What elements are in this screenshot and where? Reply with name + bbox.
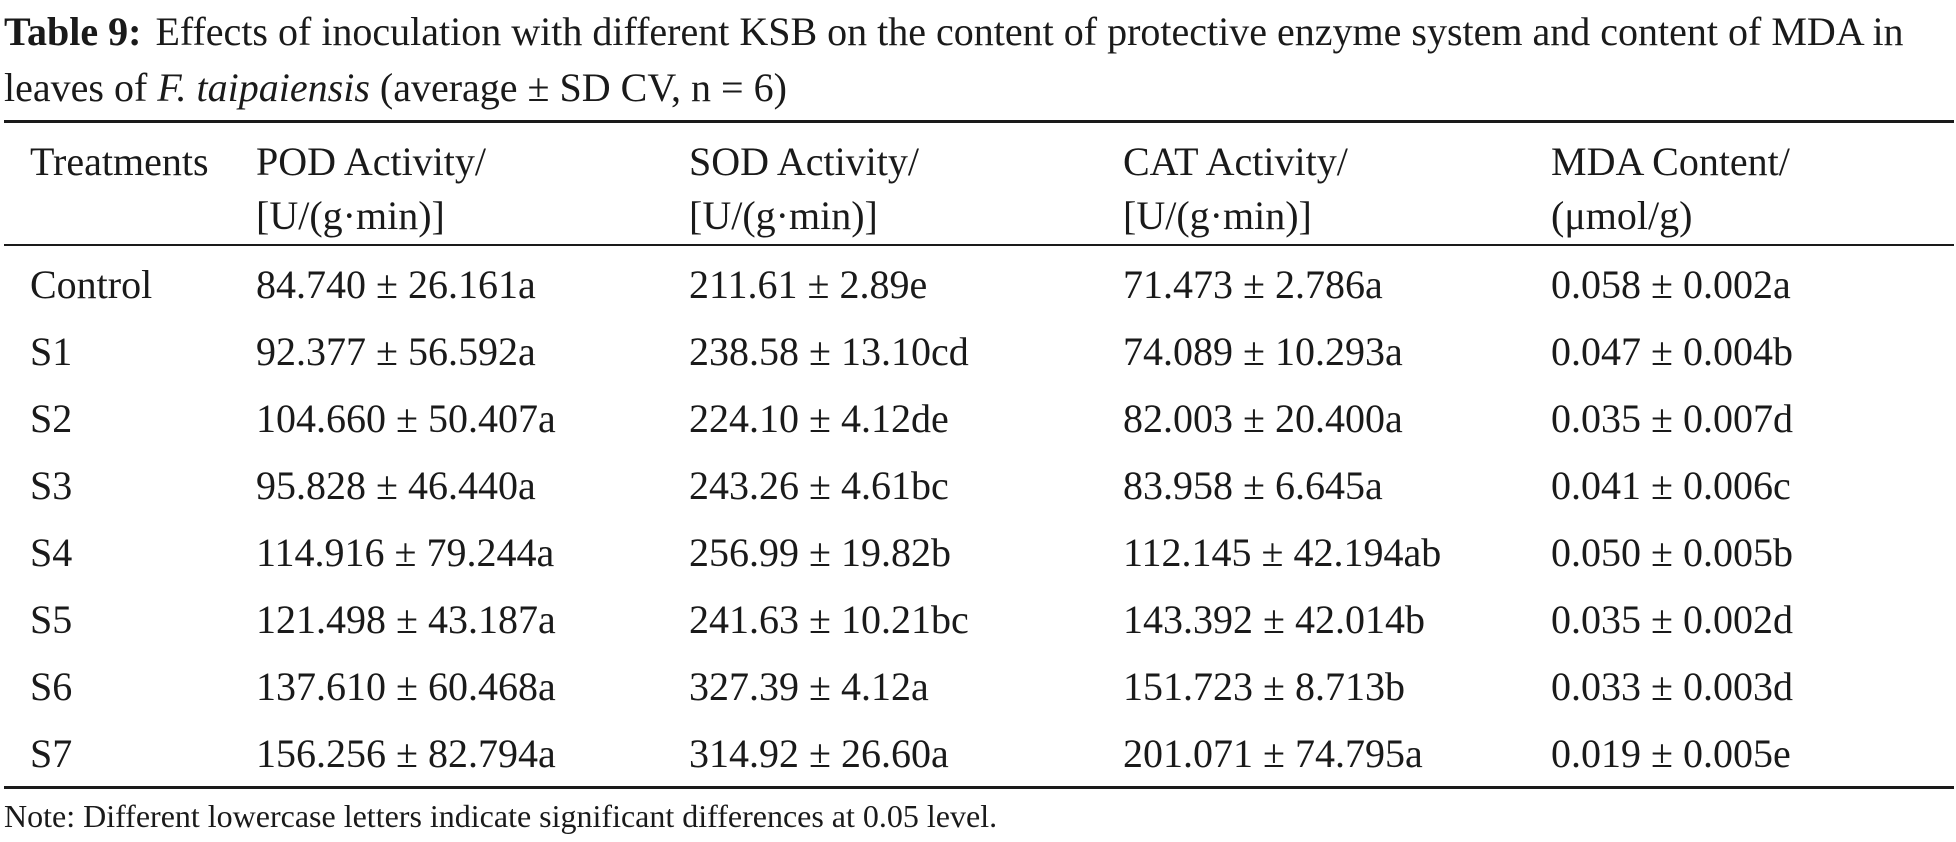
cell-sod: 211.61 ± 2.89e (689, 262, 928, 307)
cell-cat: 201.071 ± 74.795a (1123, 731, 1423, 776)
table-note: Note: Different lowercase letters indica… (4, 798, 998, 834)
cell-cat: 74.089 ± 10.293a (1123, 329, 1403, 374)
cell-treatment: S5 (30, 597, 73, 642)
cell-treatment: S2 (30, 396, 73, 441)
cell-treatment: S4 (30, 530, 73, 575)
cell-pod: 121.498 ± 43.187a (256, 597, 556, 642)
cell-cat: 83.958 ± 6.645a (1123, 463, 1383, 508)
cell-mda: 0.050 ± 0.005b (1551, 530, 1793, 575)
cell-sod: 314.92 ± 26.60a (689, 731, 949, 776)
cell-mda: 0.035 ± 0.007d (1551, 396, 1793, 441)
cell-pod: 137.610 ± 60.468a (256, 664, 556, 709)
cell-treatment: S1 (30, 329, 73, 374)
cell-pod: 95.828 ± 46.440a (256, 463, 536, 508)
table-caption: Table 9: Effects of inoculation with diff… (4, 4, 1952, 116)
cell-cat: 151.723 ± 8.713b (1123, 664, 1405, 709)
cell-cat: 112.145 ± 42.194ab (1123, 530, 1442, 575)
caption-text: Effects of inoculation with different KS… (4, 9, 1904, 110)
cell-cat: 71.473 ± 2.786a (1123, 262, 1383, 307)
cell-pod: 84.740 ± 26.161a (256, 262, 536, 307)
cell-sod: 327.39 ± 4.12a (689, 664, 929, 709)
cell-sod: 238.58 ± 13.10cd (689, 329, 969, 374)
cell-pod: 104.660 ± 50.407a (256, 396, 556, 441)
table-header-rule (4, 244, 1954, 246)
cell-cat: 143.392 ± 42.014b (1123, 597, 1425, 642)
cell-pod: 114.916 ± 79.244a (256, 530, 555, 575)
cell-pod: 156.256 ± 82.794a (256, 731, 556, 776)
cell-treatment: Control (30, 262, 153, 307)
cell-sod: 256.99 ± 19.82b (689, 530, 951, 575)
cell-mda: 0.033 ± 0.003d (1551, 664, 1793, 709)
header-cat: CAT Activity/[U/(g·min)] (1123, 139, 1348, 238)
table-top-rule (4, 120, 1954, 123)
cell-pod: 92.377 ± 56.592a (256, 329, 536, 374)
cell-treatment: S6 (30, 664, 73, 709)
cell-mda: 0.058 ± 0.002a (1551, 262, 1791, 307)
header-mda: MDA Content/(μmol/g) (1551, 139, 1790, 238)
cell-mda: 0.041 ± 0.006c (1551, 463, 1791, 508)
header-treatments: Treatments (30, 139, 209, 184)
table-label: Table 9: (4, 9, 142, 54)
header-pod: POD Activity/[U/(g·min)] (256, 139, 487, 238)
cell-mda: 0.019 ± 0.005e (1551, 731, 1791, 776)
cell-cat: 82.003 ± 20.400a (1123, 396, 1403, 441)
cell-treatment: S3 (30, 463, 73, 508)
header-sod: SOD Activity/[U/(g·min)] (689, 139, 920, 238)
cell-mda: 0.035 ± 0.002d (1551, 597, 1793, 642)
cell-treatment: S7 (30, 731, 73, 776)
table-bottom-rule (4, 786, 1954, 789)
caption-params: (average ± SD CV, n = 6) (379, 65, 787, 110)
cell-sod: 241.63 ± 10.21bc (689, 597, 969, 642)
cell-sod: 243.26 ± 4.61bc (689, 463, 949, 508)
caption-species: F. taipaiensis (157, 65, 370, 110)
cell-mda: 0.047 ± 0.004b (1551, 329, 1793, 374)
cell-sod: 224.10 ± 4.12de (689, 396, 949, 441)
